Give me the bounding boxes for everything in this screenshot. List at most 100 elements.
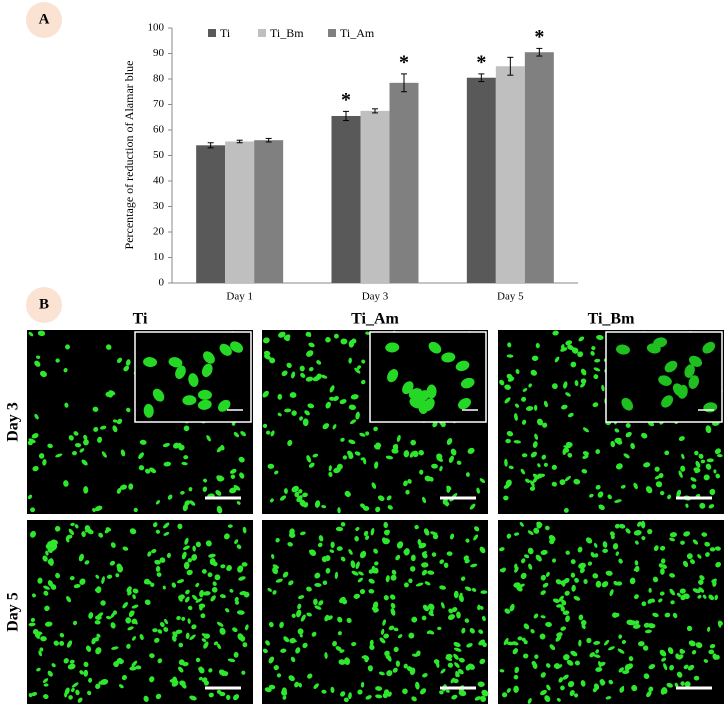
x-tick-label: Day 5 bbox=[497, 291, 524, 303]
cell bbox=[131, 636, 137, 641]
cell bbox=[113, 661, 119, 668]
cell bbox=[178, 444, 185, 451]
cell bbox=[234, 539, 239, 545]
cell bbox=[593, 654, 601, 658]
cell bbox=[241, 562, 248, 567]
cell bbox=[28, 622, 36, 627]
cell bbox=[608, 679, 614, 685]
cell bbox=[368, 578, 375, 584]
cell bbox=[680, 465, 686, 472]
cell bbox=[562, 674, 569, 680]
cell bbox=[682, 560, 689, 568]
cell bbox=[192, 545, 196, 552]
cell bbox=[91, 637, 97, 645]
cell bbox=[149, 676, 155, 683]
cell bbox=[119, 484, 127, 490]
cell bbox=[55, 358, 60, 363]
cell bbox=[340, 338, 348, 345]
cell bbox=[321, 689, 327, 694]
cell bbox=[182, 503, 188, 512]
cell bbox=[282, 571, 289, 578]
cell bbox=[344, 490, 351, 498]
inset-cell bbox=[188, 373, 199, 387]
cell bbox=[195, 598, 203, 603]
cell bbox=[478, 639, 485, 646]
cell bbox=[115, 573, 120, 578]
cell bbox=[187, 605, 193, 611]
cell bbox=[596, 334, 604, 340]
cell bbox=[373, 548, 379, 554]
cell bbox=[287, 542, 293, 547]
cell bbox=[348, 357, 352, 364]
significance-mark: * bbox=[534, 26, 544, 48]
cell bbox=[339, 596, 346, 604]
cell bbox=[279, 621, 284, 629]
cell bbox=[571, 584, 576, 592]
cell bbox=[391, 569, 397, 575]
cell bbox=[405, 489, 410, 495]
cell bbox=[325, 337, 331, 343]
cell bbox=[529, 480, 535, 487]
cell bbox=[373, 426, 378, 432]
cell bbox=[570, 650, 578, 657]
cell bbox=[281, 370, 288, 377]
cell bbox=[410, 566, 416, 572]
error-bar bbox=[236, 139, 243, 144]
cell bbox=[479, 658, 486, 665]
cell bbox=[267, 463, 275, 469]
cell bbox=[361, 359, 366, 364]
inset-cell bbox=[455, 360, 470, 372]
cell bbox=[613, 581, 619, 586]
cell bbox=[112, 425, 118, 433]
cell bbox=[302, 418, 309, 427]
cell bbox=[172, 442, 180, 449]
cell bbox=[561, 404, 568, 410]
cell bbox=[660, 567, 665, 575]
cell bbox=[614, 523, 620, 529]
cell bbox=[695, 642, 703, 649]
cell bbox=[422, 604, 430, 612]
cell bbox=[179, 680, 186, 686]
cell bbox=[368, 589, 375, 594]
cell bbox=[47, 580, 54, 587]
cell bbox=[219, 627, 226, 635]
cell bbox=[570, 361, 577, 368]
cell bbox=[294, 681, 299, 688]
cell bbox=[680, 681, 685, 686]
cell bbox=[54, 526, 61, 532]
cell bbox=[470, 563, 478, 568]
cell bbox=[288, 532, 296, 538]
cell bbox=[316, 360, 322, 365]
cell bbox=[563, 381, 568, 389]
cell bbox=[521, 558, 526, 564]
cell bbox=[410, 554, 416, 562]
cell bbox=[393, 627, 399, 632]
bar bbox=[524, 52, 554, 283]
cell bbox=[714, 546, 721, 551]
cell bbox=[195, 582, 200, 588]
cell bbox=[567, 344, 574, 351]
cell bbox=[166, 552, 171, 559]
cell bbox=[589, 652, 595, 658]
cell bbox=[360, 457, 366, 461]
cell bbox=[374, 561, 379, 566]
cell bbox=[592, 573, 599, 579]
cell bbox=[365, 331, 370, 335]
cell bbox=[237, 565, 244, 573]
cell bbox=[348, 404, 356, 411]
cell bbox=[694, 468, 701, 474]
cell bbox=[622, 670, 630, 674]
cell bbox=[43, 683, 49, 687]
cell bbox=[390, 608, 396, 616]
cell bbox=[302, 492, 308, 498]
cell bbox=[709, 488, 716, 496]
cell bbox=[513, 685, 519, 693]
cell bbox=[274, 470, 279, 475]
inset-cell bbox=[458, 397, 471, 410]
cell bbox=[429, 476, 434, 482]
cell bbox=[308, 342, 315, 348]
cell bbox=[340, 556, 346, 562]
cell bbox=[32, 593, 36, 598]
cell bbox=[396, 434, 401, 442]
cell bbox=[592, 402, 599, 408]
